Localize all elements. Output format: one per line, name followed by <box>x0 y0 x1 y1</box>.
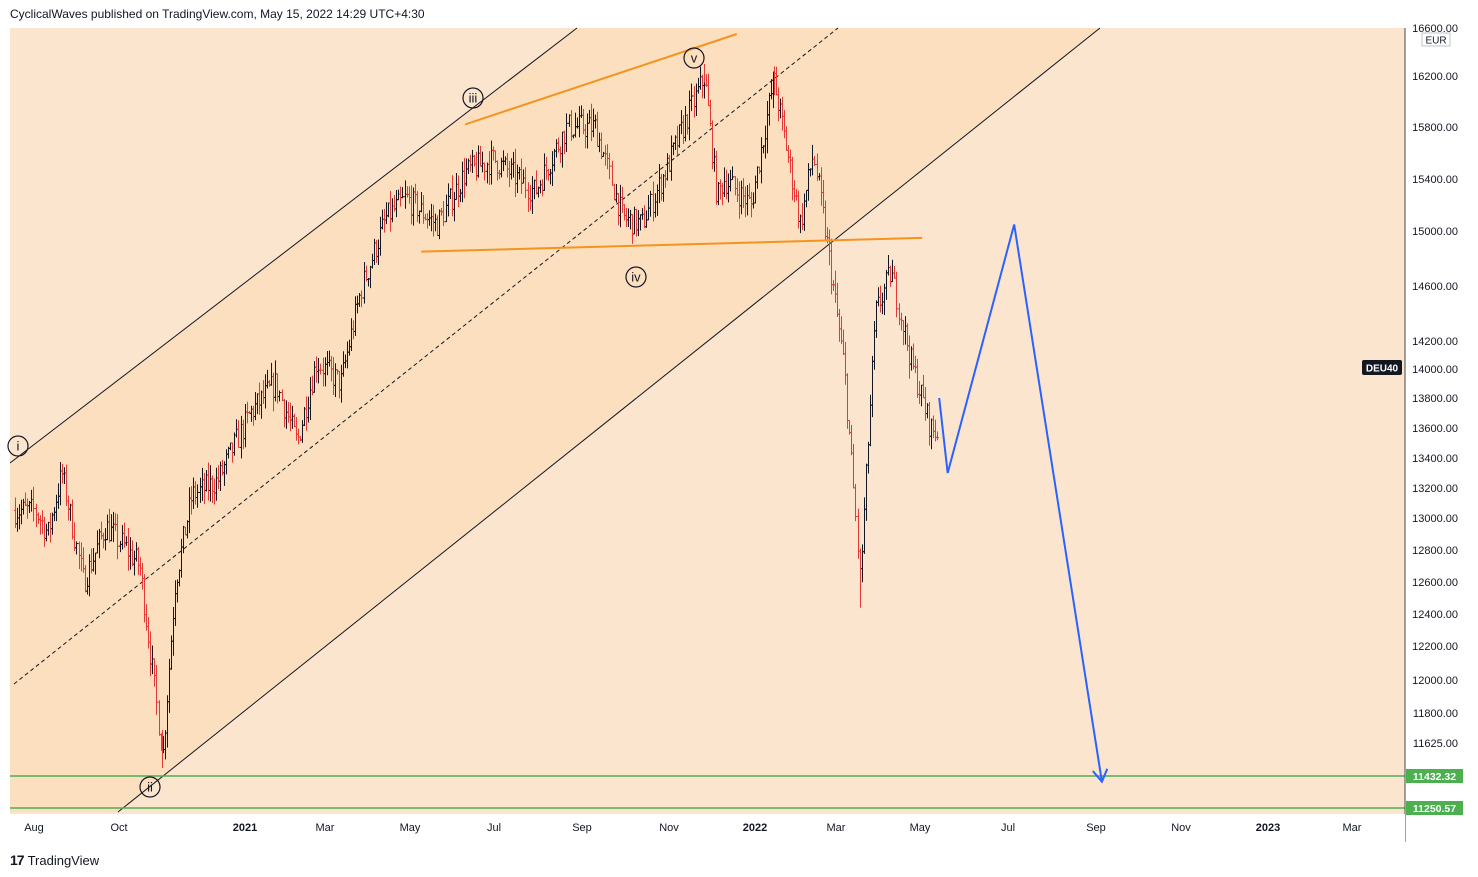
ohlc-bar <box>116 514 119 560</box>
svg-text:i: i <box>17 439 20 454</box>
price-tick-label: 12200.00 <box>1412 641 1458 653</box>
ohlc-bar <box>360 290 363 308</box>
price-tick-label: 15400.00 <box>1412 174 1458 186</box>
ohlc-bar <box>401 186 404 199</box>
time-tick-label: 2022 <box>743 822 767 834</box>
time-tick-label: Mar <box>1343 822 1362 834</box>
ohlc-bar <box>895 271 898 318</box>
ohlc-bar <box>442 201 445 227</box>
ohlc-bar <box>731 166 734 181</box>
ohlc-bar <box>32 486 35 522</box>
time-tick-label: Oct <box>110 822 127 834</box>
time-tick-label: Jul <box>487 822 501 834</box>
svg-text:11250.57: 11250.57 <box>1413 803 1456 815</box>
wave-label-ii[interactable]: ii <box>139 776 161 798</box>
svg-text:11432.32: 11432.32 <box>1413 771 1456 783</box>
time-tick-label: Nov <box>1171 822 1191 834</box>
time-axis: Aug Oct 2021 Mar May Jul Sep Nov 2022 Mar May Jul Se… <box>10 814 1405 842</box>
trend-lines <box>421 33 923 253</box>
time-tick-label: Sep <box>572 822 592 834</box>
time-tick-label: Nov <box>659 822 679 834</box>
projection-arrow-head-icon <box>1092 768 1109 784</box>
svg-text:v: v <box>691 51 698 66</box>
price-tick-label: 11625.00 <box>1413 738 1458 750</box>
price-tick-label: 12600.00 <box>1412 577 1458 589</box>
svg-text:iv: iv <box>631 270 641 285</box>
price-axis: 16600.00 16200.00 15800.00 15400.00 15000.00… <box>1404 23 1478 843</box>
ohlc-bar <box>319 363 322 375</box>
price-tick-label: 12400.00 <box>1412 609 1458 621</box>
price-tick-label: 11800.00 <box>1413 708 1458 720</box>
price-tick-label: 13400.00 <box>1412 453 1458 465</box>
ohlc-bar <box>483 162 486 181</box>
svg-text:ii: ii <box>147 780 153 795</box>
price-tick-label: 13000.00 <box>1412 513 1458 525</box>
price-tick-label: 16200.00 <box>1412 71 1458 83</box>
price-tick-label: 13800.00 <box>1412 393 1458 405</box>
symbol-badge[interactable]: DEU40 <box>1362 360 1402 375</box>
ohlc-bar <box>608 152 611 180</box>
svg-text:iii: iii <box>469 91 478 106</box>
wedge-lower-line[interactable] <box>421 236 923 253</box>
price-tick-label: 14600.00 <box>1412 281 1458 293</box>
ohlc-bar <box>854 484 857 522</box>
ohlc-bar <box>196 484 199 508</box>
ohlc-bar <box>649 190 652 217</box>
support-levels <box>10 775 1405 809</box>
price-tick-label: 15800.00 <box>1412 122 1458 134</box>
ohlc-bar <box>75 541 78 555</box>
time-tick-label: Mar <box>316 822 335 834</box>
wedge-upper-line[interactable] <box>464 33 738 126</box>
ohlc-bar <box>155 665 158 715</box>
time-tick-label: 2023 <box>1256 822 1280 834</box>
price-tick-label: 13600.00 <box>1412 423 1458 435</box>
ohlc-bar <box>278 390 281 402</box>
price-tick-label: 12800.00 <box>1412 545 1458 557</box>
level-price-badge-0[interactable]: 11432.32 <box>1406 769 1463 783</box>
ohlc-bar <box>936 431 939 441</box>
time-tick-label: May <box>910 822 931 834</box>
ohlc-bar <box>813 155 816 166</box>
candle-bars <box>14 64 939 768</box>
svg-text:DEU40: DEU40 <box>1366 364 1399 375</box>
price-tick-label: 15000.00 <box>1412 226 1458 238</box>
wave-label-iv[interactable]: iv <box>625 266 647 288</box>
wave-label-i[interactable]: i <box>7 435 29 457</box>
time-tick-label: Mar <box>827 822 846 834</box>
projection-arrow-line[interactable] <box>938 224 1103 782</box>
tradingview-logo-icon: 17 <box>10 852 25 868</box>
currency-badge[interactable] <box>1421 32 1451 47</box>
price-tick-label: 13200.00 <box>1412 483 1458 495</box>
time-tick-label: 2021 <box>233 822 257 834</box>
price-tick-label: 16600.00 <box>1412 23 1458 35</box>
price-tick-label: 14000.00 <box>1412 364 1458 376</box>
wave-label-v[interactable]: v <box>683 47 705 69</box>
projection-path <box>938 224 1109 784</box>
time-tick-label: Jul <box>1001 822 1015 834</box>
ohlc-bar <box>565 113 568 153</box>
price-tick-label: 14200.00 <box>1412 336 1458 348</box>
publish-header: CyclicalWaves published on TradingView.c… <box>10 7 425 21</box>
ohlc-bar <box>690 83 693 112</box>
time-tick-label: Sep <box>1086 822 1106 834</box>
price-tick-label: 12000.00 <box>1412 675 1458 687</box>
currency-label: EUR <box>1425 36 1446 47</box>
ohlc-bar <box>237 420 240 448</box>
tradingview-brand: TradingView <box>27 852 100 868</box>
tradingview-footer[interactable]: 17 TradingView <box>10 850 99 870</box>
channel-lower-line[interactable] <box>117 27 1101 813</box>
ohlc-bar <box>524 167 527 199</box>
wave-label-iii[interactable]: iii <box>462 87 484 109</box>
level-price-badge-1[interactable]: 11250.57 <box>1406 801 1463 815</box>
time-tick-label: May <box>400 822 421 834</box>
time-tick-label: Aug <box>24 822 44 834</box>
channel-median-line[interactable] <box>13 27 839 685</box>
